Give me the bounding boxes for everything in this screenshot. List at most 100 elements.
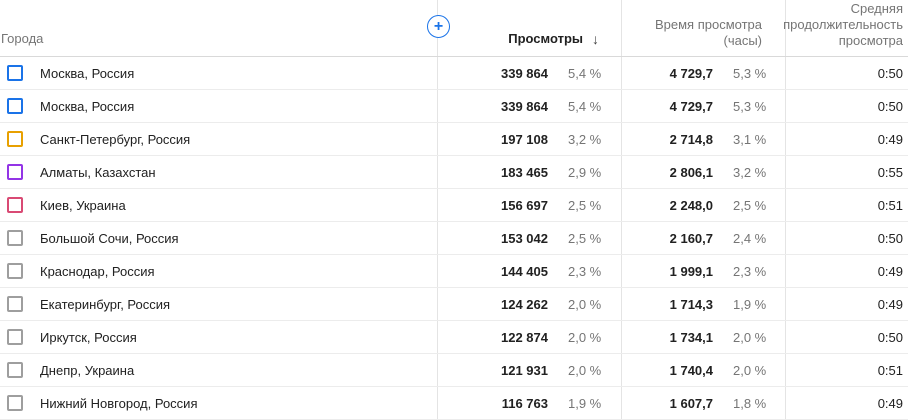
views-value: 339 864: [501, 98, 548, 114]
city-cell: Большой Сочи, Россия: [0, 222, 437, 254]
watch-time-value: 1 740,4: [669, 362, 713, 378]
city-label: Алматы, Казахстан: [40, 164, 156, 180]
table-row[interactable]: Киев, Украина 156 697 2,5 % 2 248,0 2,5 …: [0, 189, 908, 222]
avg-duration-cell: 0:49: [785, 288, 908, 320]
city-label: Санкт-Петербург, Россия: [40, 131, 191, 147]
views-header-label: Просмотры: [508, 31, 583, 46]
add-metric-button[interactable]: +: [427, 15, 450, 38]
city-cell: Киев, Украина: [0, 189, 437, 221]
views-cell: 197 108 3,2 %: [437, 123, 621, 155]
column-header-views[interactable]: Просмотры ↓: [437, 0, 621, 56]
city-cell: Нижний Новгород, Россия: [0, 387, 437, 419]
views-cell: 183 465 2,9 %: [437, 156, 621, 188]
views-percent: 2,5 %: [568, 197, 602, 213]
city-label: Иркутск, Россия: [40, 329, 137, 345]
avg-duration-cell: 0:55: [785, 156, 908, 188]
avg-duration-value: 0:49: [877, 395, 903, 411]
table-row[interactable]: Алматы, Казахстан 183 465 2,9 % 2 806,1 …: [0, 156, 908, 189]
watch-time-cell: 1 714,3 1,9 %: [621, 288, 785, 320]
city-cell: Краснодар, Россия: [0, 255, 437, 287]
avg-duration-value: 0:50: [877, 329, 903, 345]
views-value: 197 108: [501, 131, 548, 147]
views-value: 183 465: [501, 164, 548, 180]
watch-time-header-label: Время просмотра (часы): [654, 17, 762, 48]
row-checkbox[interactable]: [7, 395, 23, 411]
avg-duration-value: 0:49: [877, 296, 903, 312]
watch-time-value: 1 999,1: [669, 263, 713, 279]
table-row[interactable]: Санкт-Петербург, Россия 197 108 3,2 % 2 …: [0, 123, 908, 156]
row-checkbox[interactable]: [7, 131, 23, 147]
row-checkbox[interactable]: [7, 98, 23, 114]
watch-time-percent: 2,0 %: [733, 329, 767, 345]
views-percent: 2,0 %: [568, 329, 602, 345]
views-value: 124 262: [501, 296, 548, 312]
watch-time-cell: 1 734,1 2,0 %: [621, 321, 785, 353]
watch-time-percent: 3,2 %: [733, 164, 767, 180]
row-checkbox[interactable]: [7, 164, 23, 180]
avg-duration-value: 0:55: [877, 164, 903, 180]
views-cell: 122 874 2,0 %: [437, 321, 621, 353]
table-row[interactable]: Нижний Новгород, Россия 116 763 1,9 % 1 …: [0, 387, 908, 420]
views-cell: 121 931 2,0 %: [437, 354, 621, 386]
row-checkbox[interactable]: [7, 263, 23, 279]
views-value: 156 697: [501, 197, 548, 213]
views-cell: 339 864 5,4 %: [437, 90, 621, 122]
avg-duration-value: 0:50: [877, 65, 903, 81]
table-row[interactable]: Екатеринбург, Россия 124 262 2,0 % 1 714…: [0, 288, 908, 321]
avg-duration-value: 0:50: [877, 98, 903, 114]
city-label: Киев, Украина: [40, 197, 126, 213]
city-cell: Алматы, Казахстан: [0, 156, 437, 188]
row-checkbox[interactable]: [7, 230, 23, 246]
watch-time-value: 2 160,7: [669, 230, 713, 246]
column-header-watch-time[interactable]: Время просмотра (часы): [621, 0, 785, 56]
row-checkbox[interactable]: [7, 65, 23, 81]
views-value: 121 931: [501, 362, 548, 378]
avg-duration-cell: 0:51: [785, 189, 908, 221]
views-percent: 5,4 %: [568, 98, 602, 114]
sort-descending-icon: ↓: [592, 31, 599, 47]
city-cell: Днепр, Украина: [0, 354, 437, 386]
table-row[interactable]: Большой Сочи, Россия 153 042 2,5 % 2 160…: [0, 222, 908, 255]
avg-duration-cell: 0:51: [785, 354, 908, 386]
watch-time-percent: 5,3 %: [733, 98, 767, 114]
table-header: Города Просмотры ↓ Время просмотра (часы…: [0, 0, 908, 57]
table-body: Москва, Россия 339 864 5,4 % 4 729,7 5,3…: [0, 57, 908, 420]
views-percent: 2,0 %: [568, 362, 602, 378]
avg-duration-cell: 0:50: [785, 57, 908, 89]
column-header-avg-duration[interactable]: Средняя продолжительность просмотра: [783, 0, 908, 56]
city-cell: Санкт-Петербург, Россия: [0, 123, 437, 155]
views-percent: 2,5 %: [568, 230, 602, 246]
watch-time-cell: 4 729,7 5,3 %: [621, 57, 785, 89]
avg-duration-value: 0:49: [877, 131, 903, 147]
avg-duration-value: 0:49: [877, 263, 903, 279]
watch-time-value: 1 714,3: [669, 296, 713, 312]
watch-time-value: 4 729,7: [669, 98, 713, 114]
avg-duration-header-label: Средняя продолжительность просмотра: [783, 1, 904, 48]
cities-header-label: Города: [1, 31, 44, 46]
city-label: Краснодар, Россия: [40, 263, 155, 279]
table-row[interactable]: Иркутск, Россия 122 874 2,0 % 1 734,1 2,…: [0, 321, 908, 354]
watch-time-percent: 3,1 %: [733, 131, 767, 147]
watch-time-percent: 2,3 %: [733, 263, 767, 279]
table-row[interactable]: Москва, Россия 339 864 5,4 % 4 729,7 5,3…: [0, 90, 908, 123]
city-cell: Москва, Россия: [0, 90, 437, 122]
avg-duration-cell: 0:49: [785, 123, 908, 155]
avg-duration-value: 0:51: [877, 362, 903, 378]
row-checkbox[interactable]: [7, 197, 23, 213]
watch-time-value: 1 734,1: [669, 329, 713, 345]
row-checkbox[interactable]: [7, 329, 23, 345]
table-row[interactable]: Москва, Россия 339 864 5,4 % 4 729,7 5,3…: [0, 57, 908, 90]
table-row[interactable]: Краснодар, Россия 144 405 2,3 % 1 999,1 …: [0, 255, 908, 288]
watch-time-percent: 2,0 %: [733, 362, 767, 378]
city-cell: Иркутск, Россия: [0, 321, 437, 353]
views-percent: 5,4 %: [568, 65, 602, 81]
row-checkbox[interactable]: [7, 362, 23, 378]
views-value: 144 405: [501, 263, 548, 279]
watch-time-value: 4 729,7: [669, 65, 713, 81]
watch-time-percent: 1,9 %: [733, 296, 767, 312]
city-cell: Москва, Россия: [0, 57, 437, 89]
watch-time-cell: 2 248,0 2,5 %: [621, 189, 785, 221]
table-row[interactable]: Днепр, Украина 121 931 2,0 % 1 740,4 2,0…: [0, 354, 908, 387]
row-checkbox[interactable]: [7, 296, 23, 312]
